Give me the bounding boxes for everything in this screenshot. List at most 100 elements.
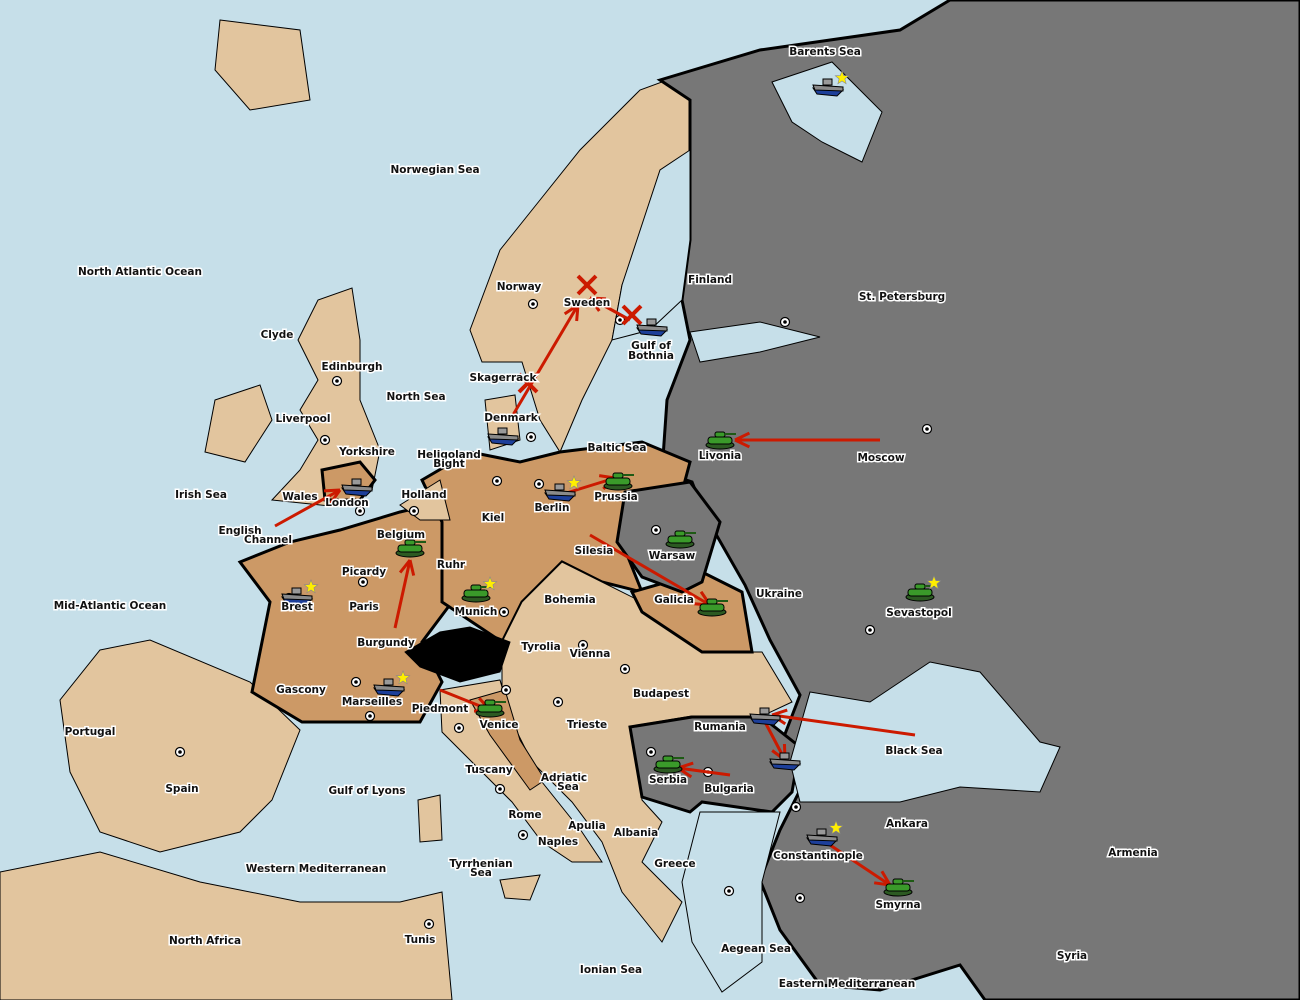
province-label: Munich [455,606,498,618]
supply-center-icon [491,475,503,487]
province-label: Gulf of Lyons [328,785,405,797]
province-label: Bohemia [544,594,595,606]
province-label: Tunis [405,934,436,946]
supply-center-icon [527,298,539,310]
province-label: Ruhr [437,559,466,571]
star-icon [482,576,498,591]
army-unit-munich[interactable] [461,576,498,603]
iberia-region[interactable] [59,639,301,853]
aegean-region[interactable] [681,811,781,993]
balkans-gray-region[interactable] [628,715,802,814]
star-icon [395,670,411,685]
army-unit-belgium[interactable] [395,539,426,558]
north-africa-region[interactable] [0,851,453,1000]
province-label: Gascony [276,684,326,696]
province-label: Baltic Sea [588,442,647,454]
province-label: Yorkshire [338,446,395,458]
gulf-of-bothnia-region[interactable] [611,149,691,341]
order-arrow [734,431,880,449]
army-unit-livonia[interactable] [705,431,736,450]
black-sea-region[interactable] [789,661,1061,803]
province-label: Venice [479,719,518,731]
army-unit-prussia[interactable] [603,472,634,491]
sicily-region[interactable] [499,874,541,901]
white-sea-region[interactable] [771,61,883,163]
province-label: Galicia [654,594,694,606]
province-label: Vienna [570,648,611,660]
army-unit-sevastopol[interactable] [905,575,942,602]
province-label: Irish Sea [175,489,227,501]
ireland-region[interactable] [204,384,273,463]
province-label: North Africa [169,935,241,947]
province-label: Albania [614,827,659,839]
province-label: Gulf of [631,340,671,352]
province-label: Tyrrhenian [449,858,512,870]
province-label: Trieste [567,719,607,731]
province-label: Armenia [1108,847,1158,859]
province-label: Sea [557,781,579,793]
province-label: Skagerrack [470,372,538,384]
province-label: Picardy [342,566,386,578]
province-label: Liverpool [276,413,331,425]
province-label: Apulia [568,820,605,832]
order-arrow [274,488,342,528]
fleet-unit-denmark[interactable] [487,427,520,446]
sardinia-region[interactable] [417,794,443,843]
fleet-unit-rumania[interactable] [749,707,782,726]
supply-center-icon [423,918,435,930]
switzerland-region[interactable] [404,626,511,683]
army-unit-serbia[interactable] [653,755,684,774]
province-label: Rome [508,809,541,821]
province-label: Bight [433,458,465,470]
province-label: Spain [165,783,198,795]
supply-center-icon [350,676,362,688]
supply-center-icon [864,624,876,636]
supply-center-icon [577,639,589,651]
province-label: Wales [282,491,317,503]
province-label: Greece [654,858,695,870]
fleet-unit-bulgaria[interactable] [769,752,802,771]
province-label: Norway [497,281,542,293]
province-label: Norwegian Sea [390,164,479,176]
province-label: Livonia [699,450,742,462]
fleet-unit-constantinople[interactable] [806,820,844,847]
province-label: Marseilles [342,696,402,708]
province-label: Bothnia [628,350,674,362]
fleet-unit-berlin[interactable] [544,475,582,502]
supply-center-icon [517,829,529,841]
fleet-unit-barents-sea[interactable] [812,70,850,97]
fleet-unit-gulf-of-bothnia[interactable] [636,318,669,337]
iceland-region[interactable] [214,19,311,111]
province-label: Warsaw [649,550,696,562]
fleet-unit-brest[interactable] [281,579,319,606]
supply-center-icon [552,696,564,708]
province-label: Portugal [65,726,116,738]
fleet-unit-marseilles[interactable] [373,670,411,697]
province-label: Prussia [594,491,638,503]
province-label: Channel [244,534,292,546]
supply-center-icon [500,684,512,696]
supply-center-icon [650,524,662,536]
province-label: Constantinople [773,850,863,862]
province-label: Western Mediterranean [246,863,386,875]
province-label: Ukraine [756,588,802,600]
province-label: Rumania [694,721,746,733]
supply-center-icon [364,710,376,722]
army-unit-smyrna[interactable] [883,878,914,897]
province-label: Kiel [482,512,504,524]
army-unit-warsaw[interactable] [665,530,696,549]
province-label: St. Petersburg [859,291,945,303]
fleet-unit-london[interactable] [341,478,374,497]
province-label: Budapest [633,688,689,700]
province-label: Berlin [535,502,570,514]
star-icon [303,579,319,594]
failed-order-x-icon [517,372,539,394]
gulf-of-finland-region[interactable] [689,321,821,363]
order-arrow [588,296,631,322]
supply-center-icon [354,505,366,517]
army-unit-venice[interactable] [475,699,506,718]
province-label: Smyrna [875,899,920,911]
army-unit-galicia[interactable] [697,598,728,617]
